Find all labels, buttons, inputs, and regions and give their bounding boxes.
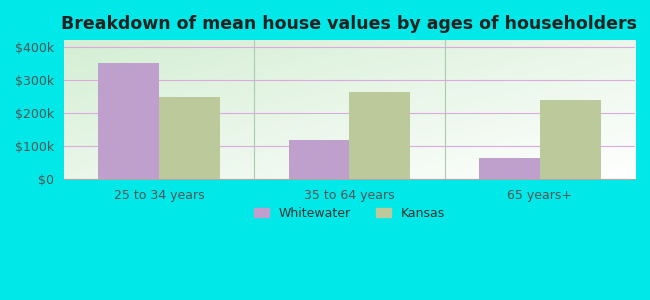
Bar bbox=[479, 158, 540, 179]
Legend: Whitewater, Kansas: Whitewater, Kansas bbox=[248, 201, 451, 226]
Bar bbox=[98, 63, 159, 179]
Bar bbox=[159, 97, 220, 179]
Bar bbox=[540, 100, 601, 179]
Title: Breakdown of mean house values by ages of householders: Breakdown of mean house values by ages o… bbox=[61, 15, 638, 33]
Bar bbox=[289, 140, 350, 179]
Bar bbox=[350, 92, 410, 179]
